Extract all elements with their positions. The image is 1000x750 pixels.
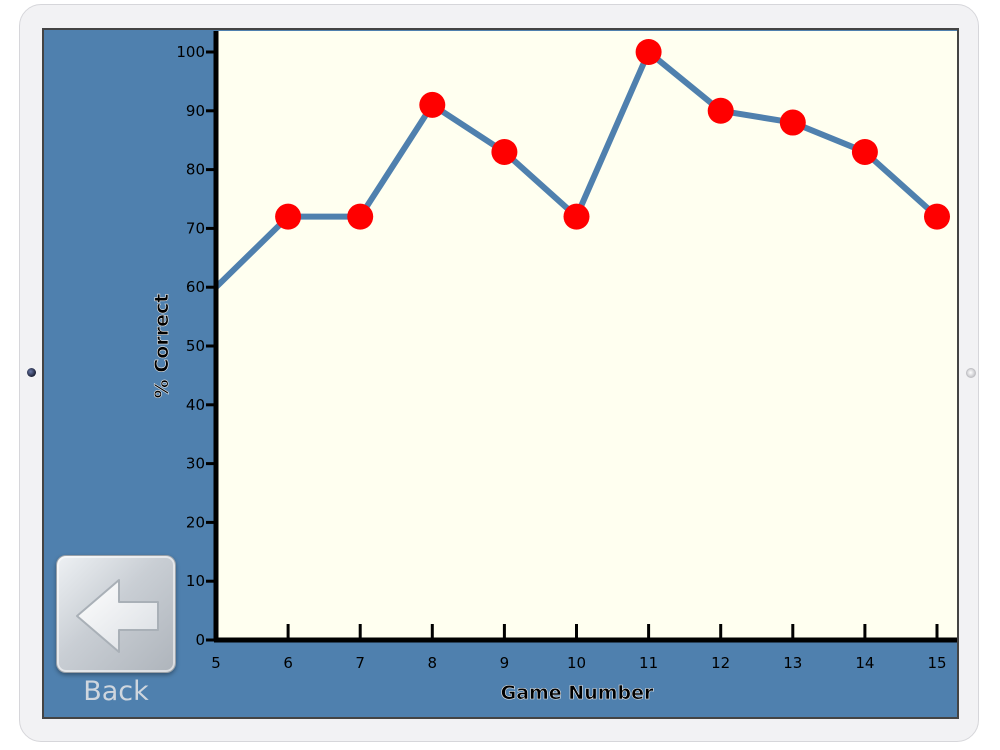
- back-button[interactable]: [56, 555, 176, 673]
- x-tick-label: 5: [211, 654, 221, 672]
- y-tick-label: 30: [186, 455, 205, 473]
- marker-layer: [275, 39, 950, 230]
- data-point: [419, 91, 446, 118]
- y-tick-label: 100: [176, 43, 205, 61]
- data-point: [563, 203, 590, 230]
- y-tick-label: 50: [186, 337, 205, 355]
- y-tick-label: 40: [186, 396, 205, 414]
- x-tick-label: 10: [567, 654, 586, 672]
- x-tick-label: 7: [355, 654, 365, 672]
- data-point: [779, 109, 806, 136]
- y-tick-label: 80: [186, 161, 205, 179]
- y-tick-label: 10: [186, 572, 205, 590]
- y-tick-label: 70: [186, 219, 205, 237]
- back-button-label[interactable]: Back: [83, 676, 149, 707]
- y-axis-title: % Correct: [151, 294, 173, 399]
- data-point: [707, 97, 734, 124]
- x-tick-label: 11: [639, 654, 658, 672]
- data-point: [275, 203, 302, 230]
- camera-dot: [27, 368, 36, 377]
- x-axis-title: Game Number: [501, 682, 654, 704]
- left-arrow-icon: [76, 579, 159, 653]
- home-button[interactable]: [966, 368, 976, 378]
- x-tick-label: 15: [927, 654, 946, 672]
- axes-layer: [206, 31, 957, 643]
- data-point: [851, 138, 878, 165]
- x-tick-label: 13: [783, 654, 802, 672]
- data-point: [347, 203, 374, 230]
- data-point: [491, 138, 518, 165]
- y-tick-label: 90: [186, 102, 205, 120]
- x-tick-label: 14: [855, 654, 874, 672]
- x-tick-label: 6: [283, 654, 293, 672]
- tick-label-layer: 0 10 20 30 40 50 60 70 80 90 100 5 6 7 8 9 10 11 12 13 14 15: [176, 43, 946, 672]
- y-tick-label: 20: [186, 513, 205, 531]
- data-point: [635, 39, 662, 65]
- data-point: [924, 203, 950, 230]
- x-tick-label: 12: [711, 654, 730, 672]
- x-tick-label: 8: [428, 654, 438, 672]
- y-tick-label: 0: [195, 631, 205, 649]
- x-tick-label: 9: [500, 654, 510, 672]
- plot-area: [216, 31, 957, 641]
- y-tick-label: 60: [186, 278, 205, 296]
